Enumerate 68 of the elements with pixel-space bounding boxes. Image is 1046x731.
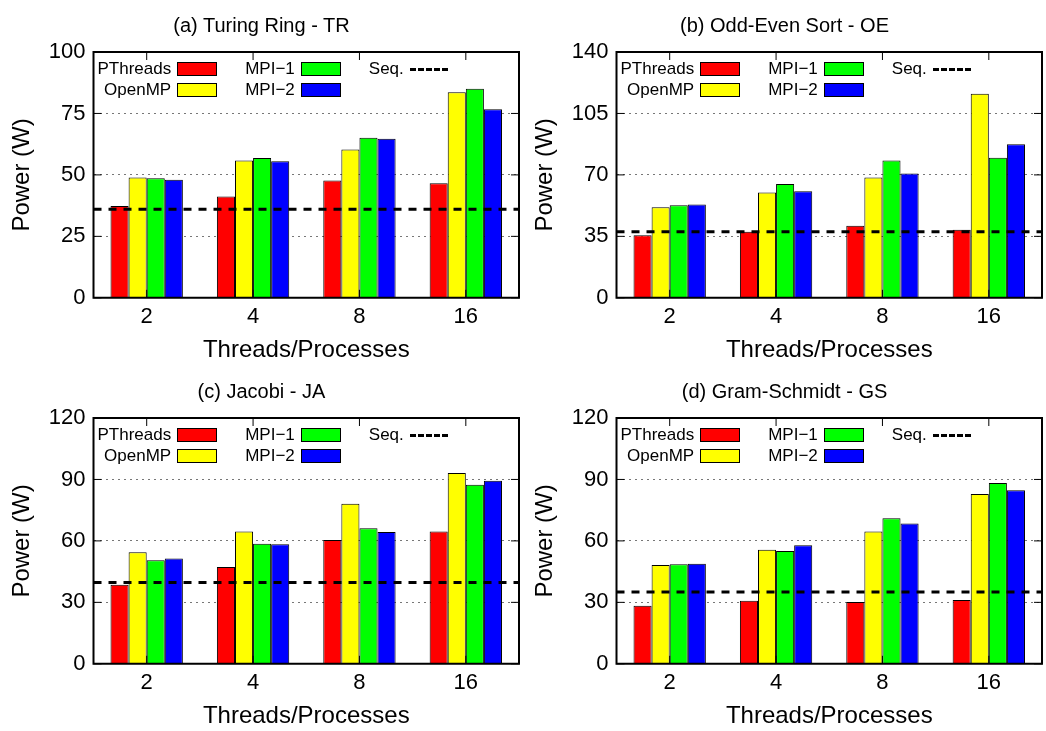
- legend-label: MPI−2: [245, 446, 295, 465]
- legend-label: PThreads: [97, 59, 172, 78]
- legend-label: MPI−1: [768, 59, 818, 78]
- y-tick-label: 60: [584, 526, 609, 552]
- y-tick-label: 120: [571, 404, 609, 430]
- y-tick-label: 35: [584, 222, 609, 248]
- legend-label: Seq.: [891, 425, 927, 444]
- y-tick-label: 140: [571, 38, 609, 64]
- x-tick-label: 16: [976, 669, 1002, 695]
- y-tick-label: 0: [73, 649, 86, 675]
- y-tick-label: 0: [73, 283, 86, 309]
- chart-title: (a) Turing Ring - TR: [173, 13, 350, 36]
- y-axis-title: Power (W): [7, 484, 35, 598]
- y-axis-title: Power (W): [530, 484, 558, 598]
- x-tick-label: 8: [876, 669, 889, 695]
- legend-label: PThreads: [97, 425, 172, 444]
- x-axis-title: Threads/Processes: [202, 701, 410, 729]
- y-axis-title: Power (W): [530, 118, 558, 232]
- y-tick-label: 0: [596, 649, 609, 675]
- x-tick-label: 8: [353, 669, 366, 695]
- y-tick-label: 0: [596, 283, 609, 309]
- legend-label: Seq.: [368, 425, 404, 444]
- y-tick-label: 75: [61, 99, 86, 125]
- legend-label: PThreads: [620, 425, 695, 444]
- legend-label: OpenMP: [626, 446, 695, 465]
- x-tick-label: 8: [353, 303, 366, 329]
- y-tick-label: 50: [61, 160, 86, 186]
- legend-label: PThreads: [620, 59, 695, 78]
- x-tick-label: 2: [663, 669, 676, 695]
- x-tick-label: 2: [140, 303, 153, 329]
- legend-label: OpenMP: [626, 80, 695, 99]
- x-tick-label: 16: [453, 303, 479, 329]
- legend-label: MPI−1: [245, 59, 295, 78]
- y-axis-title: Power (W): [7, 118, 35, 232]
- y-tick-label: 90: [584, 465, 609, 491]
- x-axis-title: Threads/Processes: [725, 701, 933, 729]
- y-tick-label: 60: [61, 526, 86, 552]
- x-tick-label: 4: [246, 669, 260, 695]
- x-tick-label: 16: [453, 669, 479, 695]
- x-tick-label: 16: [976, 303, 1002, 329]
- legend-label: OpenMP: [103, 446, 172, 465]
- x-tick-label: 4: [246, 303, 260, 329]
- legend-label: MPI−1: [768, 425, 818, 444]
- y-tick-label: 120: [48, 404, 86, 430]
- legend-label: OpenMP: [103, 80, 172, 99]
- legend-label: MPI−1: [245, 425, 295, 444]
- x-axis-title: Threads/Processes: [725, 335, 933, 363]
- legend-label: MPI−2: [768, 446, 818, 465]
- y-tick-label: 100: [48, 38, 86, 64]
- y-tick-label: 70: [584, 160, 609, 186]
- legend-label: Seq.: [368, 59, 404, 78]
- legend-label: Seq.: [891, 59, 927, 78]
- chart-title: (d) Gram-Schmidt - GS: [681, 379, 888, 402]
- chart-title: (b) Odd-Even Sort - OE: [680, 13, 889, 36]
- y-tick-label: 25: [61, 222, 86, 248]
- legend-label: MPI−2: [768, 80, 818, 99]
- legend-label: MPI−2: [245, 80, 295, 99]
- x-tick-label: 2: [140, 669, 153, 695]
- y-tick-label: 30: [61, 588, 86, 614]
- x-tick-label: 8: [876, 303, 889, 329]
- x-tick-label: 4: [769, 669, 783, 695]
- x-axis-title: Threads/Processes: [202, 335, 410, 363]
- y-tick-label: 90: [61, 465, 86, 491]
- y-tick-label: 105: [571, 99, 609, 125]
- x-tick-label: 4: [769, 303, 783, 329]
- y-tick-label: 30: [584, 588, 609, 614]
- x-tick-label: 2: [663, 303, 676, 329]
- chart-title: (c) Jacobi - JA: [197, 379, 327, 402]
